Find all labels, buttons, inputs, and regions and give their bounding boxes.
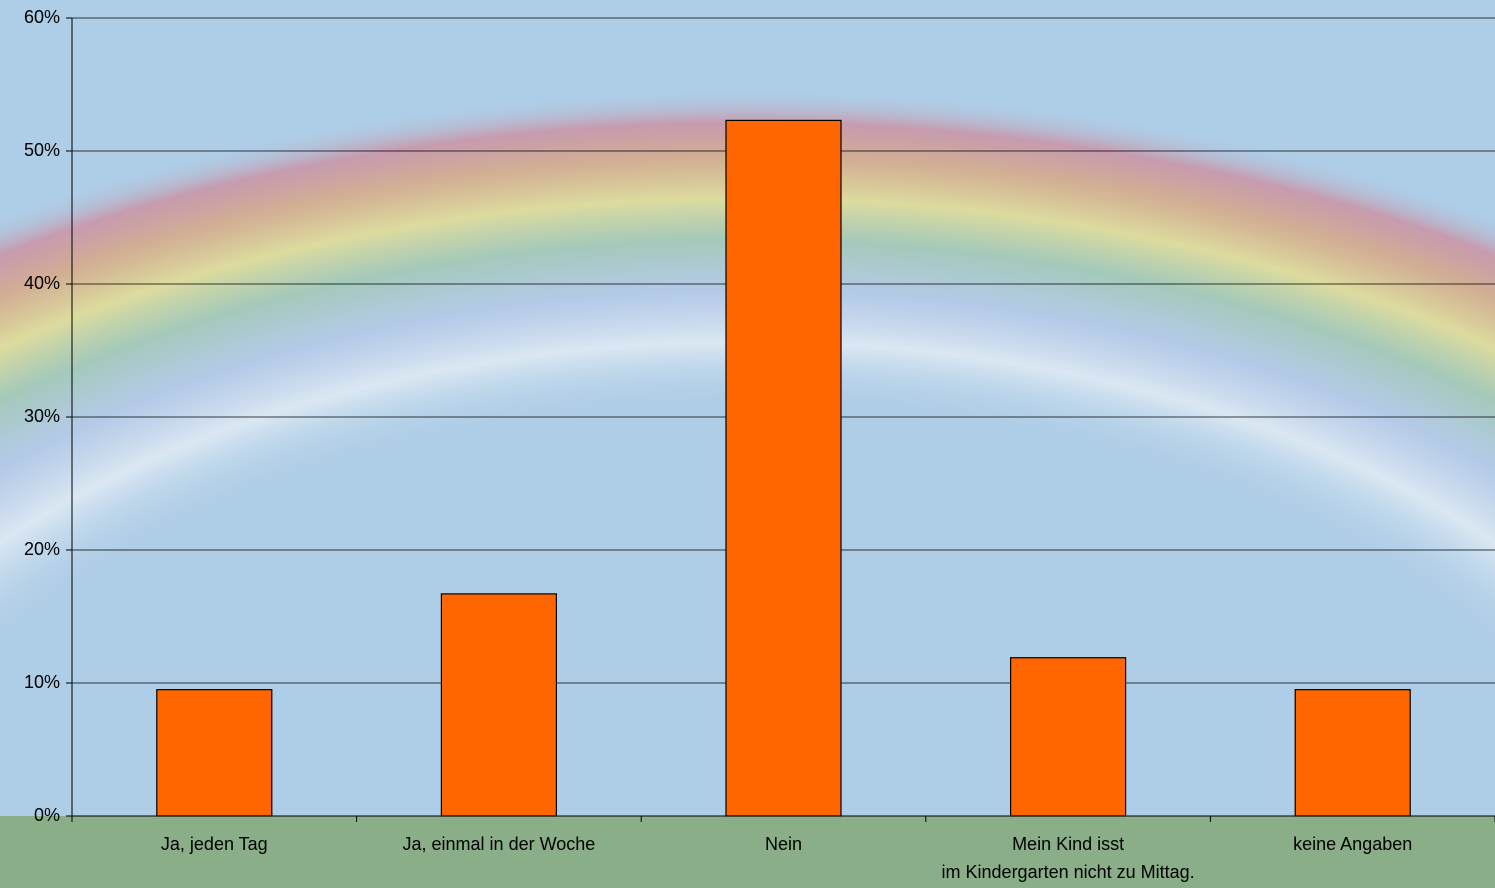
x-tick-label: Nein — [765, 834, 802, 854]
x-tick-label: Ja, einmal in der Woche — [403, 834, 596, 854]
bar — [1009, 657, 1127, 817]
y-tick-label: 30% — [24, 406, 60, 426]
y-tick-label: 50% — [24, 140, 60, 160]
bar — [1294, 689, 1411, 817]
bar — [725, 119, 842, 817]
ground — [0, 816, 1495, 888]
bar — [156, 689, 273, 817]
x-tick-label: Mein Kind isst im Kindergarten nicht zu M… — [942, 834, 1195, 882]
y-tick-label: 20% — [24, 539, 60, 559]
y-tick-label: 60% — [24, 7, 60, 27]
bar — [440, 593, 557, 817]
y-tick-label: 0% — [34, 805, 60, 825]
x-tick-label: Ja, jeden Tag — [161, 834, 268, 854]
y-tick-label: 40% — [24, 273, 60, 293]
y-tick-label: 10% — [24, 672, 60, 692]
x-tick-label: keine Angaben — [1293, 834, 1412, 854]
